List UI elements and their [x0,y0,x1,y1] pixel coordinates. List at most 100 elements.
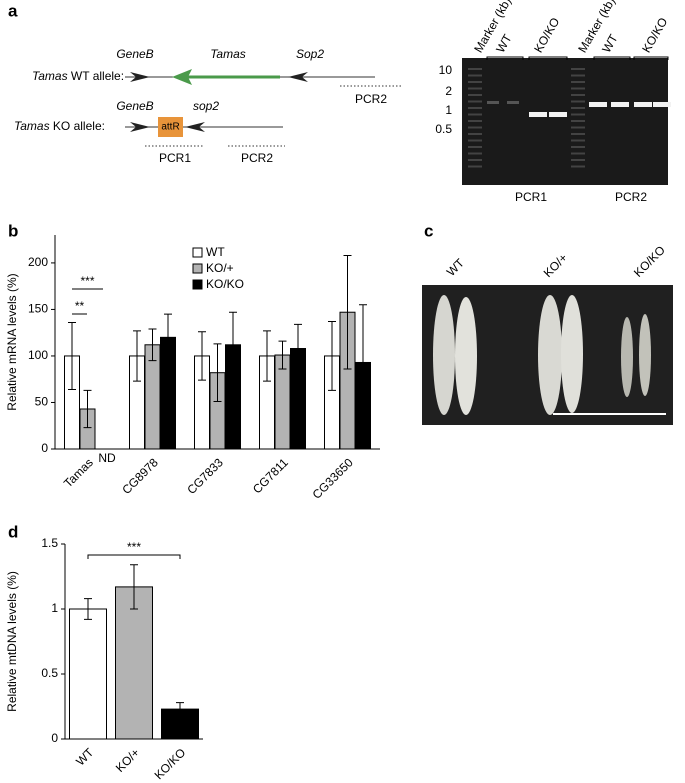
x-tick-label: CG7833 [184,455,226,497]
primer-arrow [288,72,308,82]
band [529,112,547,117]
annotation: *** [80,274,94,288]
gene-name: Tamas [32,69,68,83]
pcr-label: PCR2 [241,151,273,165]
ladder-band [571,139,585,142]
y-axis-title: Relative mRNA levels (%) [5,273,19,410]
legend-label: KO/KO [206,277,244,291]
larva [538,295,562,415]
ladder-band [571,68,585,70]
ladder-band [571,165,585,168]
error-bar [263,330,271,382]
legend-label: KO/+ [206,261,234,275]
error-bar [133,330,141,382]
allele-name: KO allele: [53,119,105,133]
gene-label: sop2 [193,99,219,113]
reaction-label: PCR2 [615,190,647,204]
lane-label: KO/KO [531,15,562,55]
y-tick-label: 100 [28,348,48,362]
x-tick-label: CG7811 [250,455,291,496]
gene-label: GeneB [116,47,153,61]
error-bar [198,331,206,381]
ladder-band [468,120,482,122]
pcr-label: PCR1 [159,151,191,165]
error-bar [278,340,287,370]
gene-arrow-head [172,69,192,85]
x-tick-label: KO/+ [113,745,142,774]
genotype-label: KO/KO [631,243,668,280]
ladder-band [571,94,585,96]
annotation: ND [98,451,116,465]
error-bar [164,313,172,362]
gel-image [462,58,668,185]
error-bar [130,564,138,610]
ladder-band [571,133,585,135]
allele-name: WT allele: [71,69,124,83]
error-bar [213,343,222,403]
reaction-label: PCR1 [515,190,547,204]
gene-label: Tamas [210,47,246,61]
ladder-band [468,107,482,109]
legend-label: WT [206,245,225,259]
legend-swatch [192,263,203,274]
larva [561,295,583,413]
y-tick-label: 0.5 [41,666,58,680]
allele-label: Tamas KO allele: [14,119,105,133]
genotype-label: KO/+ [541,251,570,280]
ladder-band [468,87,482,90]
panel-label: b [8,221,18,240]
bar [69,608,107,740]
gene-name: Tamas [14,119,50,133]
ladder-band [571,74,585,77]
ladder-band [468,68,482,70]
ladder-band [571,159,585,161]
pcr-label: PCR2 [355,92,387,106]
y-tick-label: 0 [41,441,48,455]
larva [621,317,633,397]
band [634,102,652,107]
larva [639,314,651,396]
gel: PCR1 PCR2 Marker (kb)WT KO/KO Marker (kb)W… [435,0,671,204]
annotation: ** [75,299,85,313]
ladder-band [571,126,585,129]
panel-label: d [8,522,18,541]
band [549,112,567,117]
ladder-band [468,159,482,161]
legend-swatch [192,247,203,258]
primer-arrow [185,122,205,132]
gene-label: Sop2 [296,47,324,61]
error-bar [343,254,352,370]
significance-bracket [87,554,181,559]
band [507,101,519,104]
wt-allele: Tamas WT allele: GeneB Tamas Sop2 PCR2 [32,47,402,106]
error-bar [176,702,184,717]
ladder-band [468,74,482,77]
ladder-band [468,126,482,129]
ladder-band [571,113,585,116]
error-bar [229,311,237,378]
primer-arrow [130,72,150,82]
y-tick-label: 200 [28,255,48,269]
lane-bracket [486,56,669,60]
ladder-band [468,100,482,103]
x-tick-label: KO/KO [152,745,189,782]
ladder-band [468,139,482,142]
ladder-band [468,133,482,135]
primer-arrow [130,122,150,132]
attr-box [158,117,183,137]
ko-allele: Tamas KO allele: attR GeneB sop2 PCR1 PC… [14,99,285,165]
ladder-band [571,81,585,83]
band [487,101,499,104]
band [589,102,607,107]
gene-label: GeneB [116,99,153,113]
y-tick-label: 150 [28,302,48,316]
y-axis-title: Relative mtDNA levels (%) [5,571,19,712]
size-label: 2 [445,84,452,98]
lane-label: WT [599,31,621,55]
ladder-band [468,165,482,168]
error-bar [68,321,76,390]
error-bar [328,321,336,391]
larvae-photo [422,285,673,425]
allele-label: Tamas WT allele: [32,69,124,83]
larva [455,297,477,415]
